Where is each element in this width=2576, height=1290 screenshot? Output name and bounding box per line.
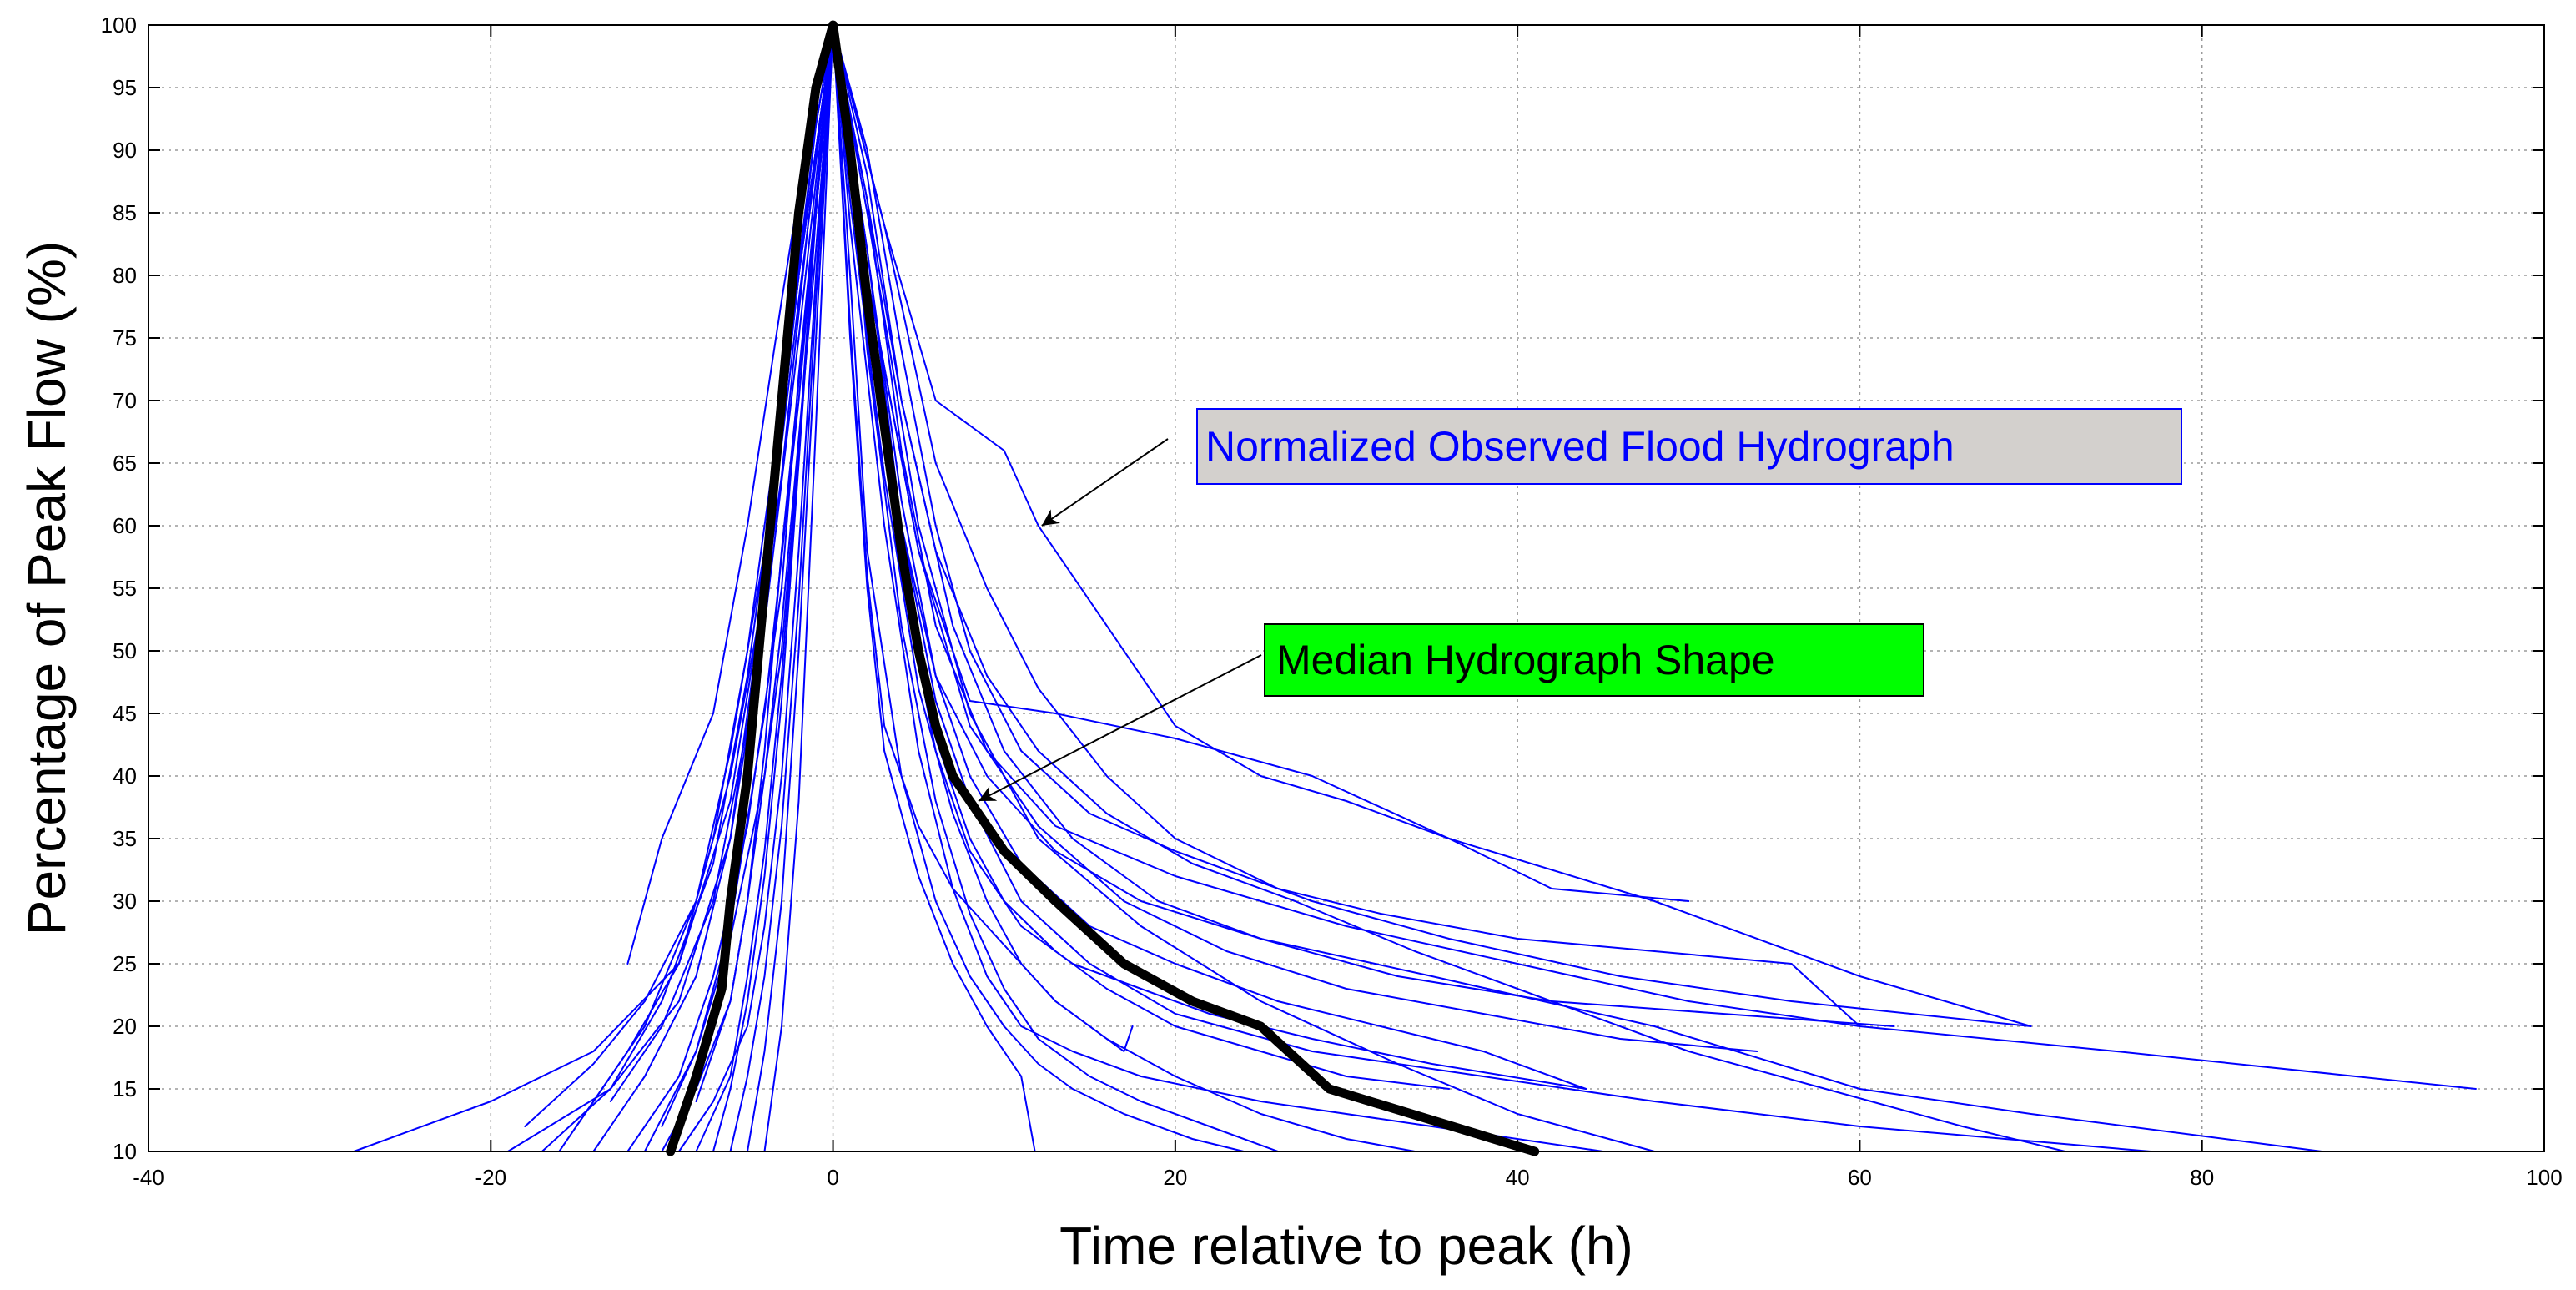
observed-hydrograph-line [747,24,1036,1152]
x-tick-label: 0 [827,1165,838,1190]
observed-hydrograph-line [695,24,2066,1152]
median-shape-annotation-arrow [978,654,1262,802]
x-tick-label: -40 [133,1165,164,1190]
grid [148,25,2544,1151]
median-shape-annotation-label: Median Hydrograph Shape [1276,637,1775,683]
observed-hydrograph-line [712,24,1245,1152]
observed-hydrograph-annotation-arrow [1041,438,1169,527]
observed-hydrograph-annotation-box [1196,408,2182,485]
annotations: Normalized Observed Flood Hydrograph Medi… [978,408,2182,802]
y-tick-label: 45 [113,701,137,726]
observed-hydrograph-line [524,24,1758,1127]
median-hydrograph-line [666,20,1540,1156]
y-tick-label: 100 [101,13,137,38]
observed-hydrograph-line [643,24,1587,1152]
y-tick-label: 85 [113,200,137,225]
y-tick-label: 95 [113,75,137,100]
x-tick-label: 60 [1848,1165,1872,1190]
x-tick-label: 20 [1163,1165,1187,1190]
y-tick-label: 65 [113,451,137,476]
observed-hydrograph-line [729,24,1279,1152]
x-tick-label: 40 [1506,1165,1530,1190]
y-tick-label: 60 [113,513,137,538]
y-tick-label: 35 [113,826,137,851]
observed-hydrograph-annotation-label: Normalized Observed Flood Hydrograph [1205,423,1955,470]
x-tick-label: -20 [475,1165,506,1190]
observed-hydrograph-line [626,24,2152,1152]
observed-hydrograph-line [575,24,1861,1127]
y-tick-label: 70 [113,388,137,413]
median-shape-annotation-box [1264,623,1924,697]
y-tick-label: 80 [113,263,137,288]
x-tick-label: 100 [2526,1165,2562,1190]
y-tick-label: 90 [113,138,137,163]
observed-hydrograph-line [695,24,1416,1152]
observed-hydrograph-line [677,24,1604,1152]
series-group [353,20,2477,1156]
y-tick-label: 25 [113,951,137,976]
observed-hydrograph-line [353,24,1656,1152]
y-tick-label: 10 [113,1139,137,1164]
x-axis-title: Time relative to peak (h) [1059,1216,1633,1276]
y-tick-label: 50 [113,638,137,663]
observed-hydrograph-line [541,24,2032,1152]
y-tick-label: 15 [113,1076,137,1101]
y-tick-label: 55 [113,576,137,601]
y-tick-label: 40 [113,763,137,789]
axis-ticks: -40 -20 0 20 40 60 80 100 10 15 20 25 30 35 40 45 50 55 60… [101,13,2563,1190]
observed-hydrograph-line [506,24,1690,1152]
y-tick-label: 20 [113,1014,137,1039]
observed-hydrograph-line [763,24,1134,1152]
y-tick-label: 30 [113,889,137,914]
y-axis-title: Percentage of Peak Flow (%) [17,241,77,935]
y-tick-label: 75 [113,325,137,350]
observed-hydrograph-line [558,24,2477,1152]
x-tick-label: 80 [2190,1165,2214,1190]
